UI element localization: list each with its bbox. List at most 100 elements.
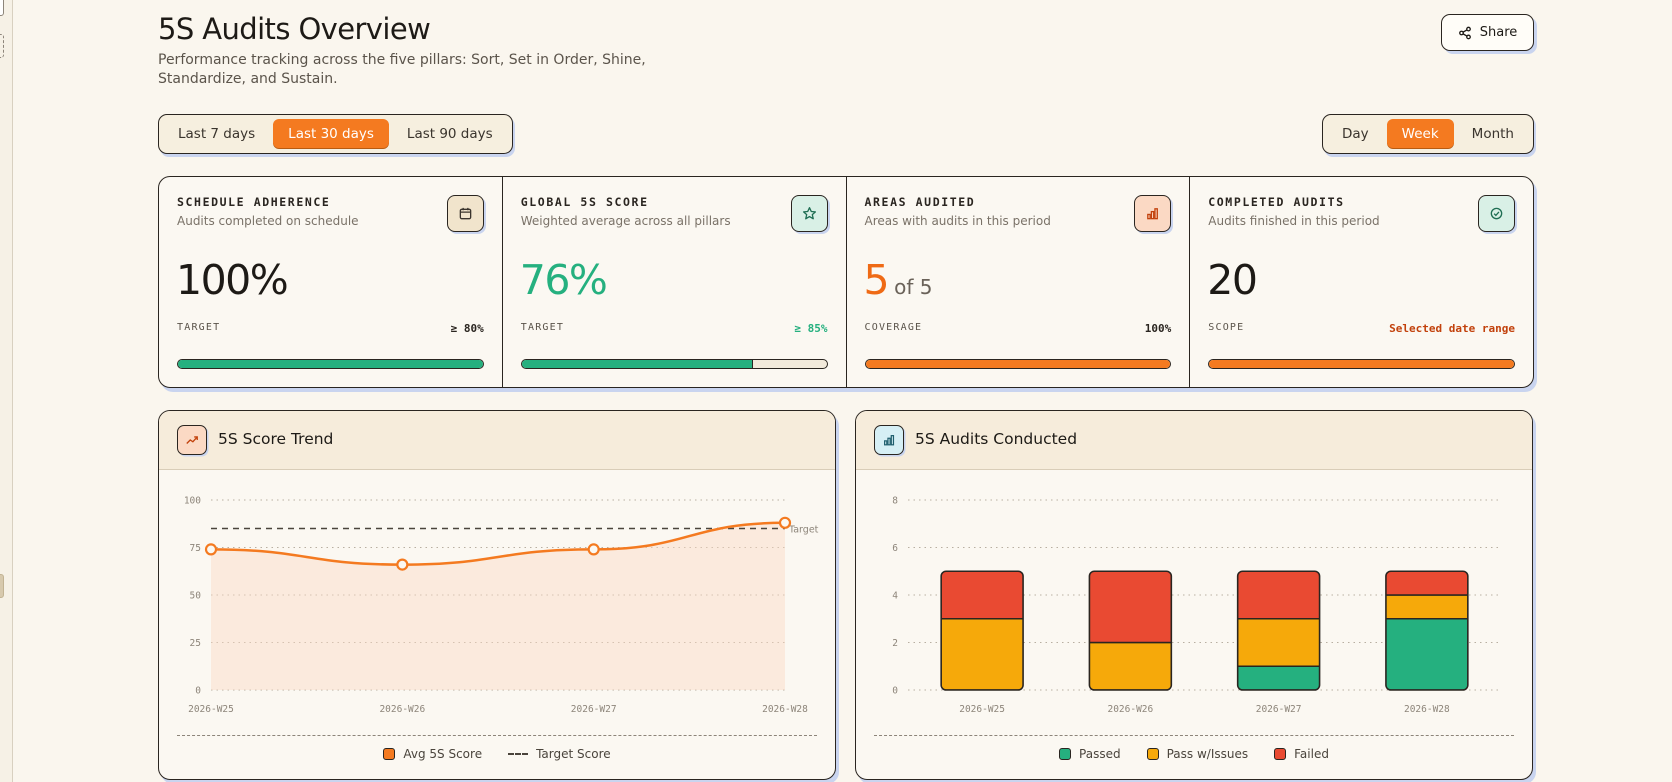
dashboard: 5S Audits Overview Performance tracking … bbox=[158, 0, 1534, 782]
y-tick-label: 0 bbox=[892, 686, 898, 697]
bar-segments bbox=[1385, 571, 1468, 690]
kpi-title: GLOBAL 5S SCORE bbox=[520, 195, 649, 209]
legend-swatch bbox=[508, 753, 529, 755]
kpi-progress-fill bbox=[1209, 360, 1514, 368]
range-option-selected[interactable]: Last 30 days bbox=[273, 119, 389, 148]
page-title: 5S Audits Overview bbox=[158, 12, 431, 46]
legend-label: Avg 5S Score bbox=[403, 747, 483, 761]
legend-label: Passed bbox=[1079, 747, 1121, 761]
kpi-card-completed-audits: COMPLETED AUDITS Audits finished in this… bbox=[1190, 177, 1533, 387]
calendar-icon bbox=[446, 195, 484, 232]
left-rail bbox=[0, 0, 13, 782]
x-tick-label: 2026-W27 bbox=[1256, 704, 1302, 715]
granularity-selector: Day Week Month bbox=[1322, 114, 1534, 154]
x-tick-label: 2026-W26 bbox=[379, 704, 425, 715]
avg-score-line bbox=[210, 521, 786, 566]
bar-outline bbox=[940, 570, 1024, 691]
score-trend-chart: 0 25 50 75 100 2026-W25 2026-W26 2026-W27 2026-W… bbox=[184, 496, 819, 716]
chart-title: 5S Audits Conducted bbox=[915, 430, 1078, 448]
legend-item-passed[interactable]: Passed bbox=[1059, 747, 1121, 761]
rail-handle-placeholder[interactable] bbox=[0, 34, 4, 58]
rail-scroll-handle[interactable] bbox=[0, 574, 4, 598]
bar-segment bbox=[1237, 618, 1320, 667]
x-tick-label: 2026-W28 bbox=[1404, 704, 1450, 715]
y-tick-label: 4 bbox=[892, 591, 898, 602]
kpi-value: 76% bbox=[519, 256, 608, 304]
kpi-progress-bar bbox=[864, 359, 1172, 369]
legend-swatch bbox=[1059, 748, 1072, 760]
x-tick-label: 2026-W26 bbox=[1107, 704, 1153, 715]
kpi-description: Audits completed on schedule bbox=[177, 214, 359, 228]
target-label: Target bbox=[788, 525, 819, 536]
granularity-option[interactable]: Month bbox=[1471, 125, 1514, 142]
trend-legend: Avg 5S Score Target Score bbox=[159, 747, 835, 761]
kpi-title: SCHEDULE ADHERENCE bbox=[177, 195, 331, 209]
legend-item-target-score[interactable]: Target Score bbox=[508, 747, 611, 761]
x-tick-label: 2026-W25 bbox=[188, 704, 234, 715]
bar-outline bbox=[1385, 570, 1469, 691]
chart-title: 5S Score Trend bbox=[218, 430, 334, 448]
bar-segment bbox=[941, 571, 1024, 620]
legend-label: Failed bbox=[1294, 747, 1329, 761]
star-icon bbox=[790, 195, 828, 232]
legend-swatch bbox=[1146, 748, 1159, 760]
x-tick-label: 2026-W28 bbox=[762, 704, 808, 715]
bar-segments bbox=[1237, 571, 1320, 690]
data-point bbox=[204, 543, 218, 556]
legend-label: Target Score bbox=[536, 747, 611, 761]
bar-outline bbox=[1236, 570, 1321, 691]
granularity-option[interactable]: Day bbox=[1342, 125, 1369, 142]
page-subtitle: Performance tracking across the five pil… bbox=[158, 52, 646, 87]
legend-label: Pass w/Issues bbox=[1166, 747, 1249, 761]
bar-segment bbox=[1237, 571, 1320, 620]
stacked-bar bbox=[1385, 570, 1469, 691]
bar-chart-icon bbox=[1134, 195, 1172, 232]
y-tick-label: 25 bbox=[190, 638, 201, 649]
range-option[interactable]: Last 90 days bbox=[406, 125, 493, 142]
stacked-bar bbox=[940, 570, 1024, 691]
legend-swatch bbox=[383, 748, 396, 760]
kpi-meta-value: ≥ 85% bbox=[794, 322, 828, 335]
kpi-card-global-score: GLOBAL 5S SCORE Weighted average across … bbox=[503, 177, 847, 387]
data-point bbox=[778, 516, 792, 529]
chart-header: 5S Audits Conducted bbox=[856, 411, 1532, 470]
kpi-progress-bar bbox=[520, 359, 828, 369]
audits-legend: Passed Pass w/Issues Failed bbox=[856, 747, 1532, 761]
kpi-card-areas-audited: AREAS AUDITED Areas with audits in this … bbox=[847, 177, 1191, 387]
y-tick-label: 75 bbox=[190, 543, 201, 554]
rail-handle-top[interactable] bbox=[0, 0, 4, 16]
legend-item-pass-with-issues[interactable]: Pass w/Issues bbox=[1146, 747, 1249, 761]
check-circle-icon bbox=[1478, 195, 1515, 232]
kpi-progress-bar bbox=[177, 359, 484, 369]
range-option[interactable]: Last 7 days bbox=[178, 125, 256, 142]
kpi-meta-label: COVERAGE bbox=[864, 322, 923, 333]
bar-segment bbox=[1089, 571, 1172, 644]
chart-header: 5S Score Trend bbox=[159, 411, 835, 470]
score-trend-card: 5S Score Trend 0 25 50 75 100 2026-W25 2026-W2… bbox=[158, 410, 836, 780]
kpi-value: 5 of 5 bbox=[863, 256, 933, 304]
legend-item-failed[interactable]: Failed bbox=[1274, 747, 1329, 761]
kpi-meta-label: TARGET bbox=[520, 322, 565, 333]
legend-item-avg-score[interactable]: Avg 5S Score bbox=[383, 747, 482, 761]
share-button[interactable]: Share bbox=[1441, 14, 1534, 51]
trending-up-icon bbox=[177, 425, 207, 455]
data-point bbox=[587, 543, 600, 556]
bar-segment bbox=[1385, 571, 1468, 596]
kpi-description: Weighted average across all pillars bbox=[520, 214, 731, 228]
kpi-title: COMPLETED AUDITS bbox=[1208, 195, 1345, 209]
stacked-bar bbox=[1088, 570, 1173, 691]
kpi-meta-value: ≥ 80% bbox=[450, 322, 484, 335]
kpi-meta-value: Selected date range bbox=[1389, 322, 1515, 335]
stacked-bar bbox=[1236, 570, 1321, 691]
kpi-title: AREAS AUDITED bbox=[864, 195, 976, 209]
bar-segment bbox=[1385, 618, 1468, 690]
bar-chart-icon bbox=[874, 425, 904, 455]
legend-divider bbox=[874, 735, 1514, 736]
kpi-value: 20 bbox=[1207, 256, 1258, 304]
bar-segments bbox=[1089, 571, 1172, 690]
granularity-option-selected[interactable]: Week bbox=[1386, 119, 1454, 148]
y-tick-label: 8 bbox=[892, 496, 898, 507]
audits-conducted-chart: 0 2 4 6 8 2026-W25 2026-W26 2026-W27 2026-W28 bbox=[892, 496, 1501, 715]
legend-divider bbox=[177, 735, 817, 736]
kpi-meta-label: TARGET bbox=[177, 322, 221, 333]
